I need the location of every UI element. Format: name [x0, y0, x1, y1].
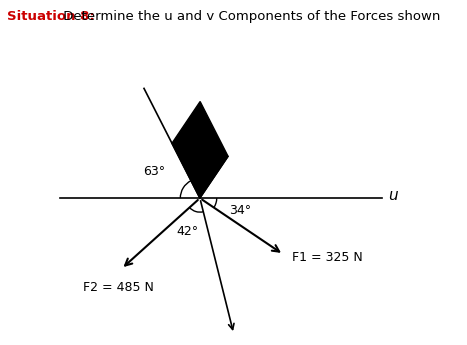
Text: F2 = 485 N: F2 = 485 N: [83, 281, 154, 294]
Text: 63°: 63°: [143, 165, 165, 178]
Polygon shape: [172, 101, 228, 198]
Text: u: u: [389, 188, 398, 203]
Text: Determine the u and v Components of the Forces shown: Determine the u and v Components of the …: [59, 10, 441, 23]
Text: Situation 8:: Situation 8:: [7, 10, 95, 23]
Text: 34°: 34°: [229, 204, 251, 217]
Text: F1 = 325 N: F1 = 325 N: [292, 251, 362, 264]
Text: 42°: 42°: [177, 225, 198, 238]
